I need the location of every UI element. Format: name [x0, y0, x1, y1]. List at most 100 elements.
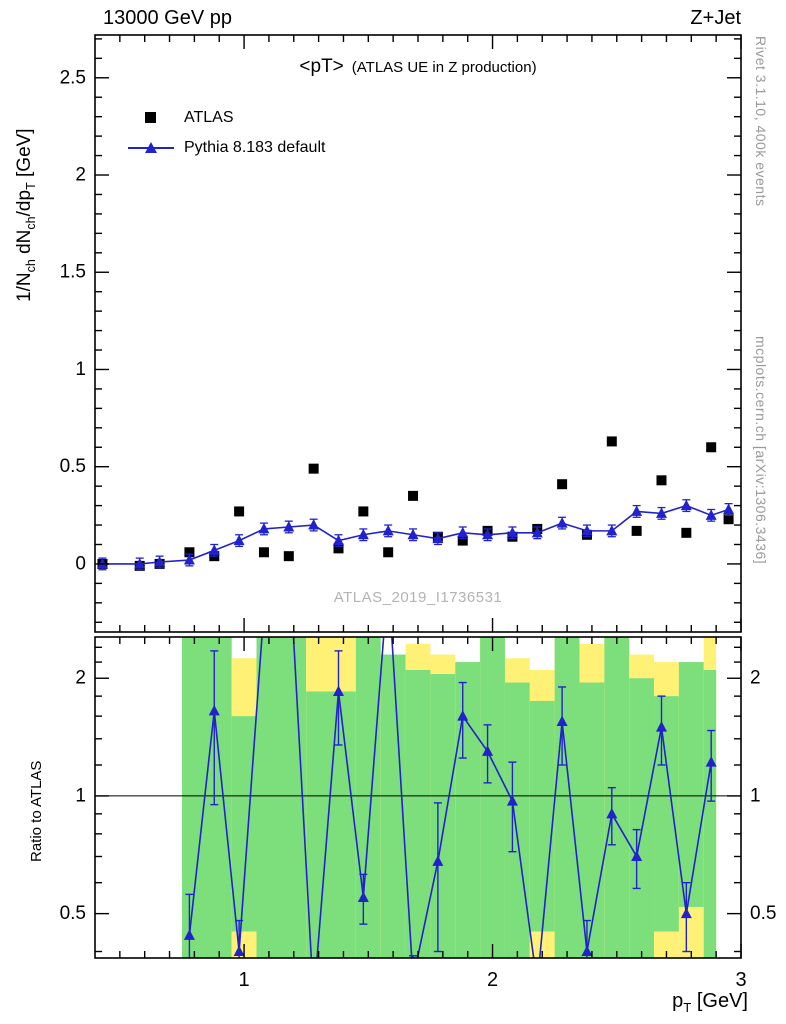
- ratio-series: [183, 637, 717, 958]
- data-point-square: [408, 490, 419, 501]
- band-green: [629, 678, 655, 958]
- band-green: [405, 669, 431, 958]
- ratio-marker: [457, 710, 469, 721]
- data-point-square: [457, 535, 468, 546]
- mc-point-triangle: [233, 534, 245, 546]
- mc-point-triangle: [407, 528, 419, 540]
- svg-text:0.5: 0.5: [60, 903, 86, 924]
- mc-point-triangle: [308, 519, 320, 530]
- y-axis-label: 1/Nch dNch/dpT [GeV]: [14, 128, 38, 302]
- mc-point-triangle: [208, 544, 220, 555]
- mcplots-reference-note: mcplots.cern.ch [arXiv:1306.3436]: [753, 336, 769, 565]
- band-green: [430, 674, 456, 958]
- mc-point-triangle: [457, 526, 469, 538]
- svg-text:3: 3: [735, 969, 746, 991]
- mc-point-triangle: [506, 526, 518, 538]
- rivet-version-note: Rivet 3.1.10, 400k events: [753, 36, 769, 207]
- mc-point-triangle: [96, 557, 108, 569]
- svg-text:2: 2: [75, 165, 86, 186]
- mc-point-triangle: [482, 528, 494, 540]
- band-green: [554, 637, 580, 958]
- ratio-marker: [432, 855, 444, 866]
- svg-text:2.5: 2.5: [60, 67, 86, 88]
- square-marker-icon: [128, 110, 174, 126]
- ratio-marker: [482, 745, 494, 756]
- mc-point-triangle: [723, 503, 735, 514]
- data-point-square: [606, 436, 617, 447]
- mc-point-triangle: [382, 524, 394, 536]
- mc-point-triangle: [258, 522, 270, 534]
- band-green: [480, 637, 505, 958]
- band-green: [579, 682, 605, 958]
- data-point-square: [723, 514, 734, 525]
- data-point-square: [184, 547, 195, 558]
- mc-point-triangle: [183, 554, 195, 565]
- svg-text:1: 1: [75, 785, 86, 806]
- mc-point-triangle: [134, 557, 146, 569]
- data-point-square: [283, 551, 294, 562]
- legend-label-pythia: Pythia 8.183 default: [184, 139, 326, 156]
- ratio-marker: [631, 850, 643, 861]
- main-series: [96, 436, 735, 571]
- band-green: [256, 637, 307, 958]
- ratio-axis-label: Ratio to ATLAS: [28, 760, 45, 862]
- band-green: [455, 662, 481, 958]
- ratio-marker: [556, 715, 568, 727]
- ratio-marker: [606, 807, 618, 819]
- ratio-marker: [183, 929, 195, 940]
- mc-point-triangle: [154, 555, 166, 567]
- band-green: [678, 662, 704, 907]
- data-point-square: [358, 506, 369, 517]
- ratio-marker: [332, 685, 344, 696]
- svg-text:1: 1: [75, 359, 86, 380]
- ratio-marker: [233, 945, 245, 957]
- svg-text:1: 1: [750, 785, 761, 806]
- svg-text:2: 2: [750, 668, 761, 689]
- data-point-square: [631, 525, 642, 536]
- mc-point-triangle: [531, 526, 543, 538]
- ratio-line: [188, 637, 712, 958]
- data-point-square: [557, 479, 568, 490]
- observable-name: <pT>: [299, 56, 344, 77]
- svg-text:0.5: 0.5: [60, 456, 86, 477]
- mc-point-triangle: [606, 524, 618, 536]
- band-green: [504, 682, 530, 958]
- band-green: [604, 637, 630, 958]
- ratio-marker: [680, 907, 692, 919]
- band-green: [529, 700, 555, 932]
- svg-text:1.5: 1.5: [60, 262, 86, 283]
- triangle-line-marker-icon: [128, 140, 174, 156]
- mc-point-triangle: [680, 499, 692, 511]
- legend-label-atlas: ATLAS: [184, 109, 234, 126]
- data-point-square: [656, 475, 667, 486]
- band-green: [306, 691, 356, 958]
- mc-point-triangle: [655, 507, 667, 518]
- band-green: [231, 716, 257, 932]
- mc-point-triangle: [432, 532, 444, 544]
- beam-energy-label: 13000 GeV pp: [103, 7, 232, 29]
- analysis-id-watermark: ATLAS_2019_I1736531: [333, 589, 503, 606]
- title-annotation: (ATLAS UE in Z production): [351, 59, 537, 76]
- data-point-square: [258, 547, 269, 558]
- svg-text:0: 0: [75, 553, 86, 574]
- data-point-square: [383, 547, 394, 558]
- mc-point-triangle: [332, 534, 344, 546]
- data-point-square: [681, 527, 692, 538]
- process-label: Z+Jet: [690, 7, 741, 29]
- main-panel-frame: [94, 34, 742, 633]
- ratio-marker: [208, 704, 220, 716]
- legend-item-atlas: ATLAS: [128, 103, 325, 133]
- ratio-panel-frame: [94, 636, 742, 959]
- svg-text:0.5: 0.5: [750, 903, 776, 924]
- mc-point-triangle: [631, 505, 643, 516]
- x-axis-label: pT [GeV]: [672, 990, 748, 1015]
- band-green: [355, 637, 381, 958]
- mc-point-triangle: [357, 528, 369, 540]
- ratio-marker: [506, 795, 518, 806]
- svg-text:1: 1: [239, 969, 250, 991]
- ratio-uncertainty-bands: [181, 637, 717, 958]
- mc-point-triangle: [705, 509, 717, 520]
- band-green: [380, 654, 406, 958]
- ratio-marker: [655, 721, 667, 732]
